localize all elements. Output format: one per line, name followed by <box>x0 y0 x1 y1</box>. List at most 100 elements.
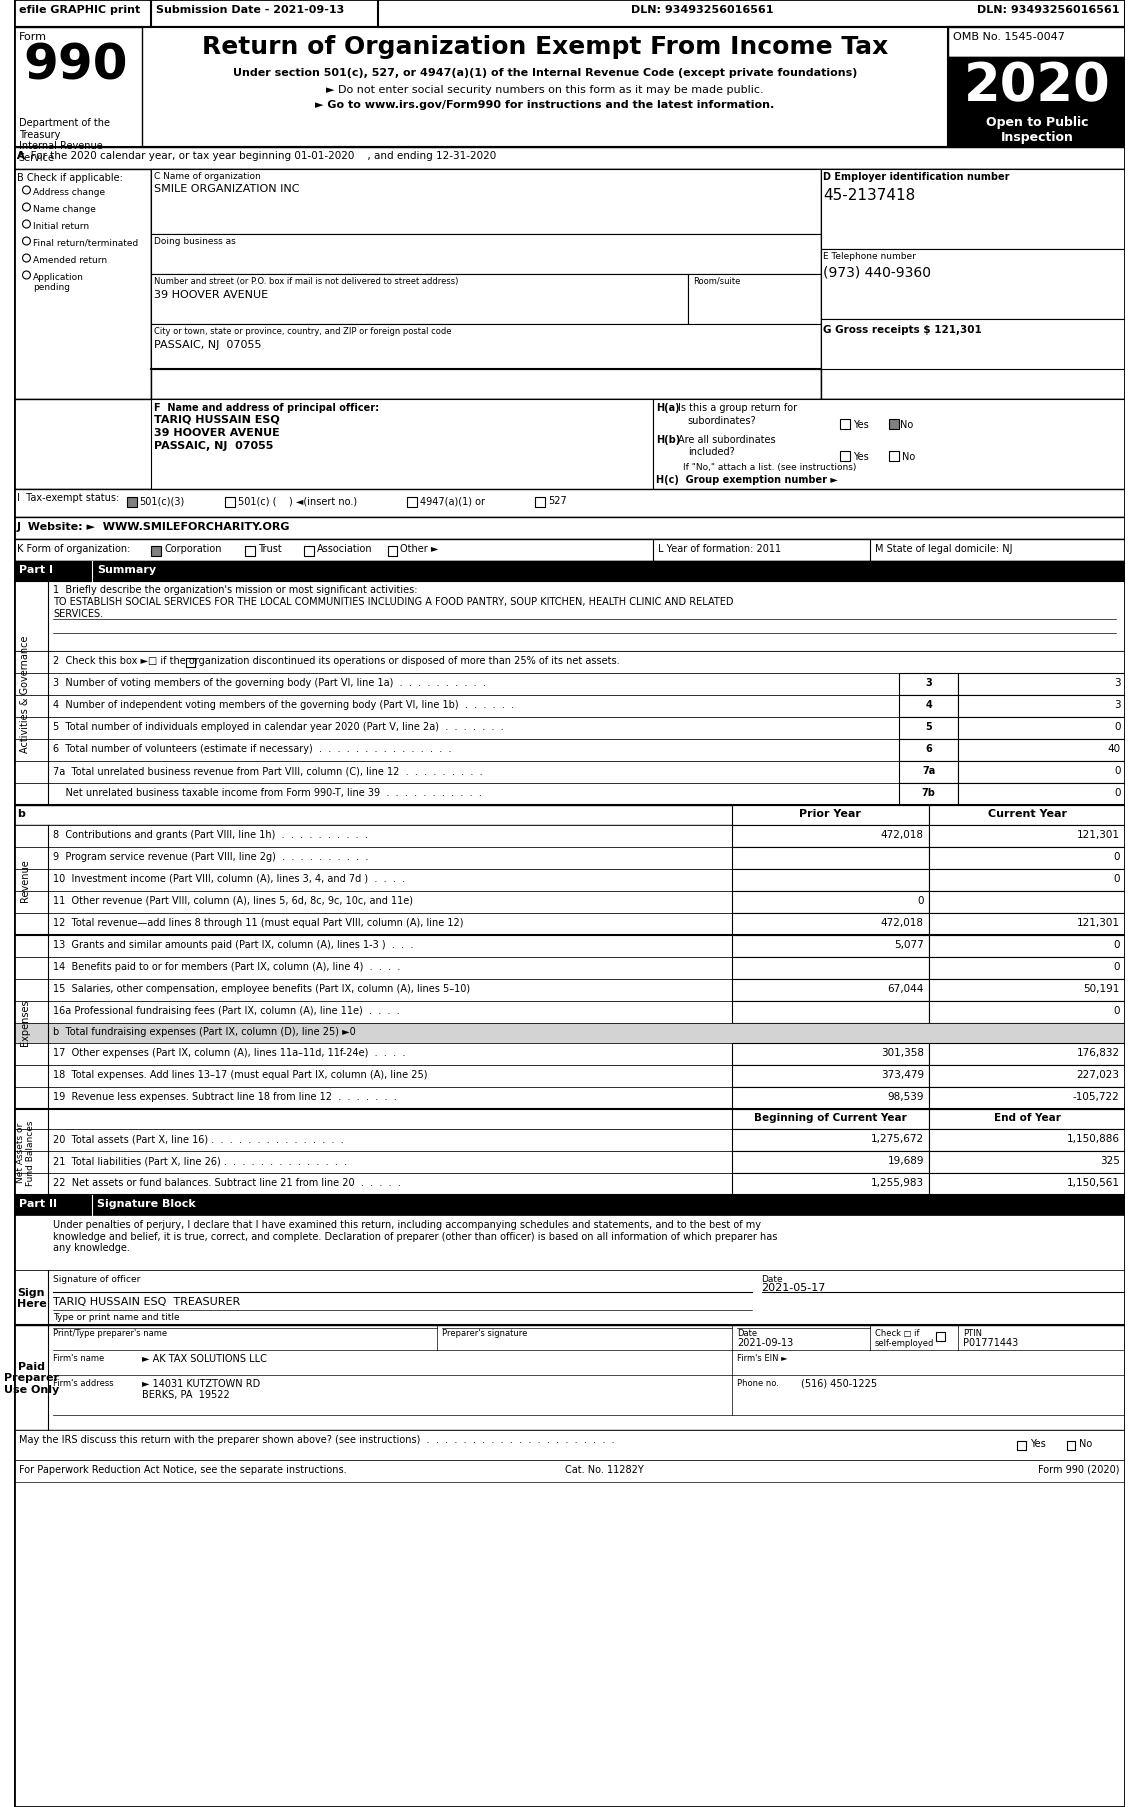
Bar <box>929 806 1124 826</box>
Text: TARIQ HUSSAIN ESQ: TARIQ HUSSAIN ESQ <box>155 416 280 425</box>
Text: 472,018: 472,018 <box>881 918 924 927</box>
Text: DLN: 93493256016561: DLN: 93493256016561 <box>978 5 1120 14</box>
Bar <box>732 1066 929 1088</box>
Bar <box>14 1023 1124 1043</box>
Bar <box>1067 1442 1076 1451</box>
Bar <box>732 936 929 958</box>
Bar <box>14 739 1124 761</box>
Text: L Year of formation: 2011: L Year of formation: 2011 <box>658 544 781 553</box>
Bar <box>14 826 1124 847</box>
Bar <box>14 540 1124 562</box>
Text: 19,689: 19,689 <box>887 1155 924 1166</box>
Text: End of Year: End of Year <box>994 1113 1060 1122</box>
Text: 527: 527 <box>548 495 567 506</box>
Bar <box>890 419 900 430</box>
Text: Yes: Yes <box>854 419 869 430</box>
Text: 0: 0 <box>1113 961 1120 972</box>
Text: b  Total fundraising expenses (Part IX, column (D), line 25) ►0: b Total fundraising expenses (Part IX, c… <box>53 1026 356 1037</box>
Text: Check □ if
self-employed: Check □ if self-employed <box>875 1328 934 1348</box>
Text: Cat. No. 11282Y: Cat. No. 11282Y <box>564 1464 644 1475</box>
Text: 0: 0 <box>1113 1005 1120 1016</box>
Text: 22  Net assets or fund balances. Subtract line 21 from line 20  .  .  .  .  .: 22 Net assets or fund balances. Subtract… <box>53 1178 401 1187</box>
Text: F  Name and address of principal officer:: F Name and address of principal officer: <box>155 403 379 412</box>
Bar <box>225 497 235 508</box>
Text: 4947(a)(1) or: 4947(a)(1) or <box>420 495 485 506</box>
Bar <box>732 1173 929 1196</box>
Text: City or town, state or province, country, and ZIP or foreign postal code: City or town, state or province, country… <box>155 327 452 336</box>
Bar <box>732 847 929 869</box>
Text: Sign
Here: Sign Here <box>17 1287 46 1308</box>
Text: PASSAIC, NJ  07055: PASSAIC, NJ 07055 <box>155 441 273 450</box>
Bar <box>1017 1442 1026 1451</box>
Text: A  For the 2020 calendar year, or tax year beginning 01-01-2020    , and ending : A For the 2020 calendar year, or tax yea… <box>17 152 496 161</box>
Bar <box>732 806 929 826</box>
Text: ► Go to www.irs.gov/Form990 for instructions and the latest information.: ► Go to www.irs.gov/Form990 for instruct… <box>315 99 774 110</box>
Text: 1,150,886: 1,150,886 <box>1067 1133 1120 1144</box>
Bar <box>14 696 1124 717</box>
Text: 4  Number of independent voting members of the governing body (Part VI, line 1b): 4 Number of independent voting members o… <box>53 699 514 710</box>
Bar <box>14 1043 1124 1066</box>
Bar <box>732 979 929 1001</box>
Text: -105,722: -105,722 <box>1073 1091 1120 1102</box>
Bar <box>929 847 1124 869</box>
Text: H(a): H(a) <box>656 403 680 412</box>
Text: Are all subordinates: Are all subordinates <box>677 435 776 445</box>
Text: Address change: Address change <box>34 188 105 197</box>
Bar <box>948 58 1124 112</box>
Text: 176,832: 176,832 <box>1077 1048 1120 1057</box>
Bar <box>14 1270 1124 1325</box>
Text: Activities & Governance: Activities & Governance <box>20 634 30 752</box>
Text: I  Tax-exempt status:: I Tax-exempt status: <box>17 493 119 502</box>
Text: 1,150,561: 1,150,561 <box>1067 1178 1120 1187</box>
Text: 39 HOOVER AVENUE: 39 HOOVER AVENUE <box>155 289 269 300</box>
Text: DLN: 93493256016561: DLN: 93493256016561 <box>631 5 773 14</box>
Bar <box>732 1088 929 1109</box>
Text: (516) 450-1225: (516) 450-1225 <box>800 1379 877 1388</box>
Text: Type or print name and title: Type or print name and title <box>53 1312 180 1321</box>
Bar <box>14 582 1124 652</box>
Bar <box>14 148 1124 170</box>
Bar <box>929 936 1124 958</box>
Bar <box>929 914 1124 936</box>
Text: No: No <box>900 419 913 430</box>
Text: Part II: Part II <box>18 1198 56 1209</box>
Bar <box>126 497 137 508</box>
Text: Yes: Yes <box>854 452 869 463</box>
Bar <box>959 696 1124 717</box>
Bar <box>14 674 1124 696</box>
Bar <box>14 936 1124 958</box>
Bar <box>948 27 1124 148</box>
Text: Net unrelated business taxable income from Form 990-T, line 39  .  .  .  .  .  .: Net unrelated business taxable income fr… <box>53 788 482 797</box>
Bar <box>14 490 1124 519</box>
Bar <box>14 0 1124 27</box>
Text: Prior Year: Prior Year <box>799 808 861 819</box>
Text: b: b <box>17 808 25 819</box>
Bar <box>929 979 1124 1001</box>
Text: No: No <box>1079 1438 1093 1447</box>
Text: 13  Grants and similar amounts paid (Part IX, column (A), lines 1-3 )  .  .  .: 13 Grants and similar amounts paid (Part… <box>53 940 413 949</box>
Text: Under section 501(c), 527, or 4947(a)(1) of the Internal Revenue Code (except pr: Under section 501(c), 527, or 4947(a)(1)… <box>233 69 857 78</box>
Bar <box>14 891 1124 914</box>
Text: 0: 0 <box>1113 851 1120 862</box>
Bar <box>14 519 1124 540</box>
Text: 6  Total number of volunteers (estimate if necessary)  .  .  .  .  .  .  .  .  .: 6 Total number of volunteers (estimate i… <box>53 744 452 754</box>
Text: Date: Date <box>761 1274 784 1283</box>
Bar <box>929 1109 1124 1129</box>
Text: D Employer identification number: D Employer identification number <box>823 172 1010 183</box>
Text: 5  Total number of individuals employed in calendar year 2020 (Part V, line 2a) : 5 Total number of individuals employed i… <box>53 721 504 732</box>
Text: Phone no.: Phone no. <box>737 1379 779 1388</box>
Bar <box>245 548 255 557</box>
Text: 45-2137418: 45-2137418 <box>823 188 916 202</box>
Bar <box>14 562 1124 582</box>
Text: Date: Date <box>737 1328 758 1337</box>
Bar <box>304 548 314 557</box>
Bar <box>186 658 194 667</box>
Bar <box>732 1129 929 1151</box>
Text: J  Website: ►  WWW.SMILEFORCHARITY.ORG: J Website: ► WWW.SMILEFORCHARITY.ORG <box>17 522 290 531</box>
Text: TARIQ HUSSAIN ESQ  TREASURER: TARIQ HUSSAIN ESQ TREASURER <box>53 1296 240 1306</box>
Bar <box>821 249 1124 320</box>
Bar <box>14 1001 1124 1023</box>
Text: ► AK TAX SOLUTIONS LLC: ► AK TAX SOLUTIONS LLC <box>141 1353 266 1362</box>
Text: 10  Investment income (Part VIII, column (A), lines 3, 4, and 7d )  .  .  .  .: 10 Investment income (Part VIII, column … <box>53 873 405 884</box>
Text: 2  Check this box ►□ if the organization discontinued its operations or disposed: 2 Check this box ►□ if the organization … <box>53 656 620 665</box>
